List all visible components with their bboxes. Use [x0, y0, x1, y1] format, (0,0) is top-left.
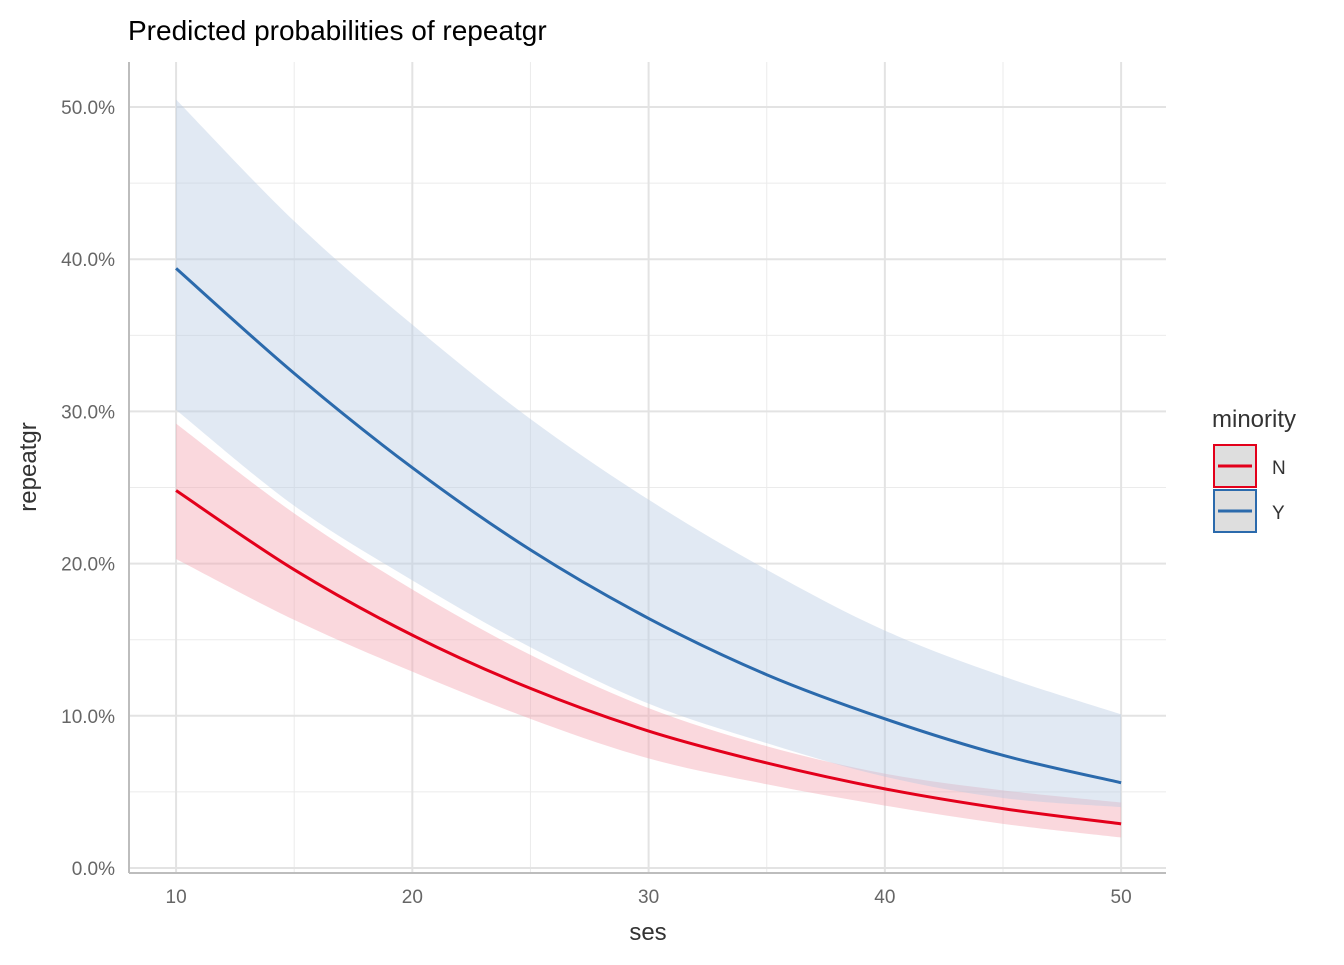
- y-tick-label: 20.0%: [61, 555, 115, 576]
- chart-title: Predicted probabilities of repeatgr: [128, 15, 547, 46]
- y-tick-label: 0.0%: [72, 859, 115, 880]
- confidence-band-Y: [176, 99, 1122, 808]
- series-lines: [175, 267, 1122, 826]
- series-line-Y: [175, 267, 1122, 785]
- grid: [130, 62, 1166, 873]
- y-tick-label: 50.0%: [61, 98, 115, 119]
- x-tick-label: 40: [874, 887, 895, 908]
- x-tick-label: 50: [1111, 887, 1132, 908]
- y-tick-label: 40.0%: [61, 250, 115, 271]
- legend-label-N: N: [1272, 458, 1286, 479]
- legend-title: minority: [1212, 406, 1296, 433]
- x-tick-label: 20: [402, 887, 423, 908]
- x-axis-label: ses: [629, 919, 666, 946]
- confidence-band-N: [176, 423, 1122, 838]
- legend-label-Y: Y: [1272, 503, 1285, 524]
- y-axis-label: repeatgr: [15, 422, 42, 511]
- legend: minority N Y: [1212, 406, 1296, 533]
- y-tick-label: 10.0%: [61, 707, 115, 728]
- confidence-bands: [176, 99, 1122, 838]
- y-tick-label: 30.0%: [61, 402, 115, 423]
- axes: 10 20 30 40 50 0.0% 10.0% 20.0% 30.0% 40.0% 50.0%: [61, 62, 1166, 908]
- x-tick-label: 10: [166, 887, 187, 908]
- x-tick-label: 30: [638, 887, 659, 908]
- series-line-N: [175, 489, 1122, 826]
